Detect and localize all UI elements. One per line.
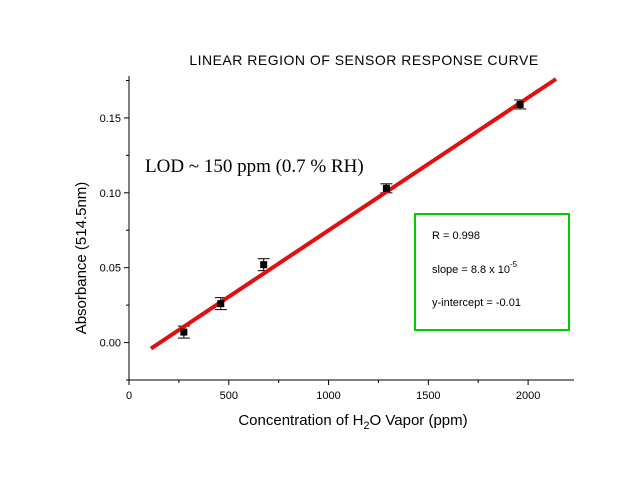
data-point (180, 328, 188, 336)
x-tick-label: 0 (126, 390, 132, 402)
x-axis-title-subscript: 2 (363, 420, 369, 432)
x-tick-label: 2000 (516, 390, 540, 402)
stats-slope-base: slope = 8.8 x 10 (432, 264, 510, 276)
y-tick-label: 0.00 (100, 338, 121, 350)
x-axis-title-main: Concentration of H (238, 412, 363, 429)
data-point (516, 100, 524, 108)
stats-slope: slope = 8.8 x 10-5 (432, 260, 518, 276)
x-axis-title-rest: O Vapor (ppm) (370, 412, 468, 429)
x-axis-title: Concentration of H2O Vapor (ppm) (238, 412, 467, 432)
data-point (217, 300, 225, 308)
stats-slope-exponent: -5 (510, 260, 518, 269)
stats-box-border (414, 213, 570, 331)
data-point (260, 261, 268, 269)
y-tick-label: 0.05 (100, 263, 121, 275)
stats-r-value: R = 0.998 (432, 230, 480, 242)
x-tick-label: 1500 (416, 390, 440, 402)
y-tick-label: 0.15 (100, 113, 121, 125)
x-tick-label: 500 (220, 390, 238, 402)
chart-title: LINEAR REGION OF SENSOR RESPONSE CURVE (189, 52, 538, 68)
y-tick-label: 0.10 (100, 188, 121, 200)
stats-box: R = 0.998 slope = 8.8 x 10-5 y-intercept… (414, 213, 570, 331)
y-axis-title: Absorbance (514.5nm) (73, 182, 90, 335)
data-point (382, 184, 390, 192)
lod-annotation: LOD ~ 150 ppm (0.7 % RH) (145, 156, 364, 177)
x-tick-label: 1000 (316, 390, 340, 402)
stats-intercept: y-intercept = -0.01 (432, 297, 521, 309)
